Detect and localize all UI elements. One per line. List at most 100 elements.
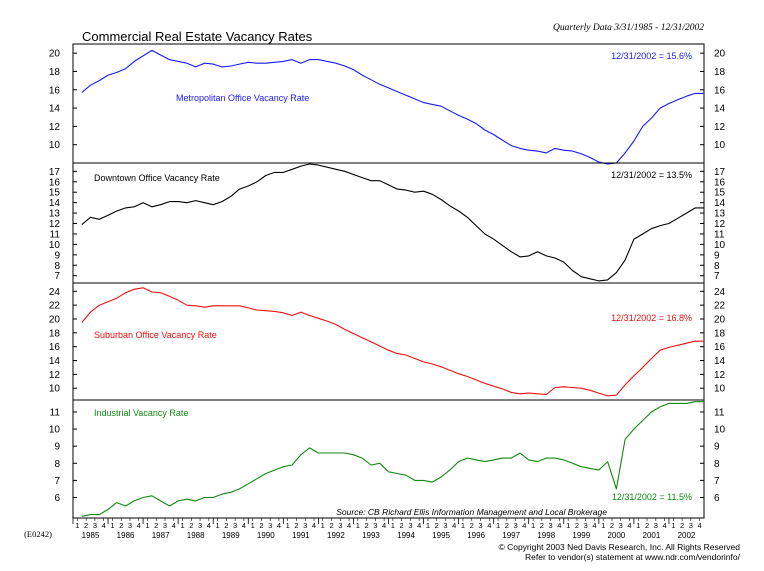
x-year-label: 2001 bbox=[643, 531, 661, 540]
x-quarter-label: 4 bbox=[662, 521, 666, 530]
y-tick-label-left: 8 bbox=[54, 261, 60, 272]
x-quarter-label: 1 bbox=[286, 521, 290, 530]
x-quarter-label: 4 bbox=[452, 521, 456, 530]
x-quarter-label: 4 bbox=[557, 521, 561, 530]
x-quarter-label: 2 bbox=[119, 521, 123, 530]
x-quarter-label: 3 bbox=[513, 521, 517, 530]
y-tick-label-right: 11 bbox=[714, 229, 725, 240]
y-tick-label-right: 10 bbox=[714, 384, 726, 395]
chart-panel: 10 10 12 12 14 14 16 16 18 18 20 20 22 22 24 24 Suburban… bbox=[49, 282, 726, 397]
y-tick-label-right: 9 bbox=[714, 442, 720, 453]
x-year-label: 2000 bbox=[607, 531, 625, 540]
y-tick-label-left: 14 bbox=[49, 104, 61, 115]
series-line bbox=[81, 401, 704, 517]
x-quarter-label: 1 bbox=[671, 521, 675, 530]
y-tick-label-right: 8 bbox=[714, 459, 720, 470]
x-year-label: 1998 bbox=[537, 531, 555, 540]
series-line bbox=[81, 287, 704, 397]
y-tick-label-right: 12 bbox=[714, 122, 726, 133]
x-quarter-label: 3 bbox=[373, 521, 377, 530]
y-tick-label-left: 11 bbox=[50, 229, 61, 240]
x-quarter-label: 4 bbox=[522, 521, 526, 530]
y-tick-label-right: 7 bbox=[714, 271, 720, 282]
y-tick-label-right: 18 bbox=[714, 67, 726, 78]
x-quarter-label: 1 bbox=[180, 521, 184, 530]
y-tick-label-right: 16 bbox=[714, 342, 726, 353]
y-tick-label-left: 10 bbox=[49, 140, 61, 151]
series-label: Downtown Office Vacancy Rate bbox=[94, 173, 220, 183]
x-year-label: 1991 bbox=[292, 531, 310, 540]
x-year-label: 1997 bbox=[502, 531, 520, 540]
y-tick-label-left: 15 bbox=[49, 188, 61, 199]
y-tick-label-right: 10 bbox=[714, 140, 726, 151]
x-quarter-label: 1 bbox=[75, 521, 79, 530]
x-quarter-label: 2 bbox=[540, 521, 544, 530]
y-tick-label-left: 9 bbox=[54, 442, 60, 453]
x-quarter-label: 1 bbox=[391, 521, 395, 530]
series-label: Industrial Vacancy Rate bbox=[94, 408, 188, 418]
x-quarter-label: 1 bbox=[566, 521, 570, 530]
x-year-label: 1986 bbox=[117, 531, 135, 540]
x-quarter-label: 1 bbox=[601, 521, 605, 530]
series-line bbox=[81, 49, 704, 165]
x-quarter-label: 3 bbox=[408, 521, 412, 530]
y-tick-label-left: 12 bbox=[49, 370, 61, 381]
y-tick-label-left: 7 bbox=[54, 271, 60, 282]
x-quarter-label: 3 bbox=[128, 521, 132, 530]
y-tick-label-right: 14 bbox=[714, 198, 726, 209]
x-quarter-label: 4 bbox=[487, 521, 491, 530]
y-tick-label-left: 14 bbox=[49, 198, 61, 209]
x-quarter-label: 3 bbox=[338, 521, 342, 530]
y-tick-label-right: 16 bbox=[714, 177, 726, 188]
y-tick-label-left: 22 bbox=[49, 301, 61, 312]
y-tick-label-left: 13 bbox=[49, 209, 61, 220]
x-quarter-label: 3 bbox=[689, 521, 693, 530]
x-quarter-label: 4 bbox=[698, 521, 702, 530]
source-note: Source: CB Richard Ellis Information Man… bbox=[336, 507, 607, 517]
x-quarter-label: 1 bbox=[110, 521, 114, 530]
y-tick-label-right: 18 bbox=[714, 328, 726, 339]
x-quarter-label: 4 bbox=[207, 521, 211, 530]
chart-panel: 10 10 12 12 14 14 16 16 18 18 20 20 Metropolitan Off… bbox=[49, 49, 726, 165]
y-tick-label-left: 12 bbox=[49, 219, 61, 230]
y-tick-label-right: 14 bbox=[714, 356, 726, 367]
y-tick-label-left: 12 bbox=[49, 122, 61, 133]
y-tick-label-left: 10 bbox=[49, 384, 61, 395]
x-quarter-label: 2 bbox=[610, 521, 614, 530]
y-tick-label-left: 18 bbox=[49, 67, 61, 78]
x-quarter-label: 4 bbox=[137, 521, 141, 530]
x-quarter-label: 2 bbox=[400, 521, 404, 530]
vendor-note: Refer to vendor(s) statement at www.ndr.… bbox=[525, 552, 741, 562]
x-quarter-label: 4 bbox=[627, 521, 631, 530]
y-tick-label-right: 9 bbox=[714, 250, 720, 261]
x-quarter-label: 1 bbox=[636, 521, 640, 530]
x-quarter-label: 3 bbox=[443, 521, 447, 530]
x-quarter-label: 3 bbox=[233, 521, 237, 530]
x-quarter-label: 2 bbox=[294, 521, 298, 530]
y-tick-label-left: 10 bbox=[49, 240, 61, 251]
x-quarter-label: 3 bbox=[549, 521, 553, 530]
x-quarter-label: 2 bbox=[470, 521, 474, 530]
y-tick-label-right: 24 bbox=[714, 287, 726, 298]
series-label: Metropolitan Office Vacancy Rate bbox=[176, 93, 309, 103]
y-tick-label-left: 9 bbox=[54, 250, 60, 261]
y-tick-label-right: 20 bbox=[714, 49, 726, 60]
series-annotation: 12/31/2002 = 16.8% bbox=[611, 313, 692, 323]
x-quarter-label: 1 bbox=[531, 521, 535, 530]
y-tick-label-right: 10 bbox=[714, 425, 726, 436]
x-quarter-label: 3 bbox=[619, 521, 623, 530]
x-quarter-label: 1 bbox=[496, 521, 500, 530]
x-quarter-label: 2 bbox=[154, 521, 158, 530]
panels: 10 10 12 12 14 14 16 16 18 18 20 20 Metropolitan Off… bbox=[49, 49, 726, 517]
x-quarter-label: 2 bbox=[84, 521, 88, 530]
series-annotation: 12/31/2002 = 13.5% bbox=[611, 170, 692, 180]
y-tick-label-right: 12 bbox=[714, 219, 726, 230]
x-quarter-label: 4 bbox=[347, 521, 351, 530]
x-quarter-label: 1 bbox=[251, 521, 255, 530]
series-label: Suburban Office Vacancy Rate bbox=[94, 330, 217, 340]
x-quarter-label: 1 bbox=[216, 521, 220, 530]
y-tick-label-left: 7 bbox=[54, 476, 60, 487]
x-quarter-label: 4 bbox=[382, 521, 386, 530]
